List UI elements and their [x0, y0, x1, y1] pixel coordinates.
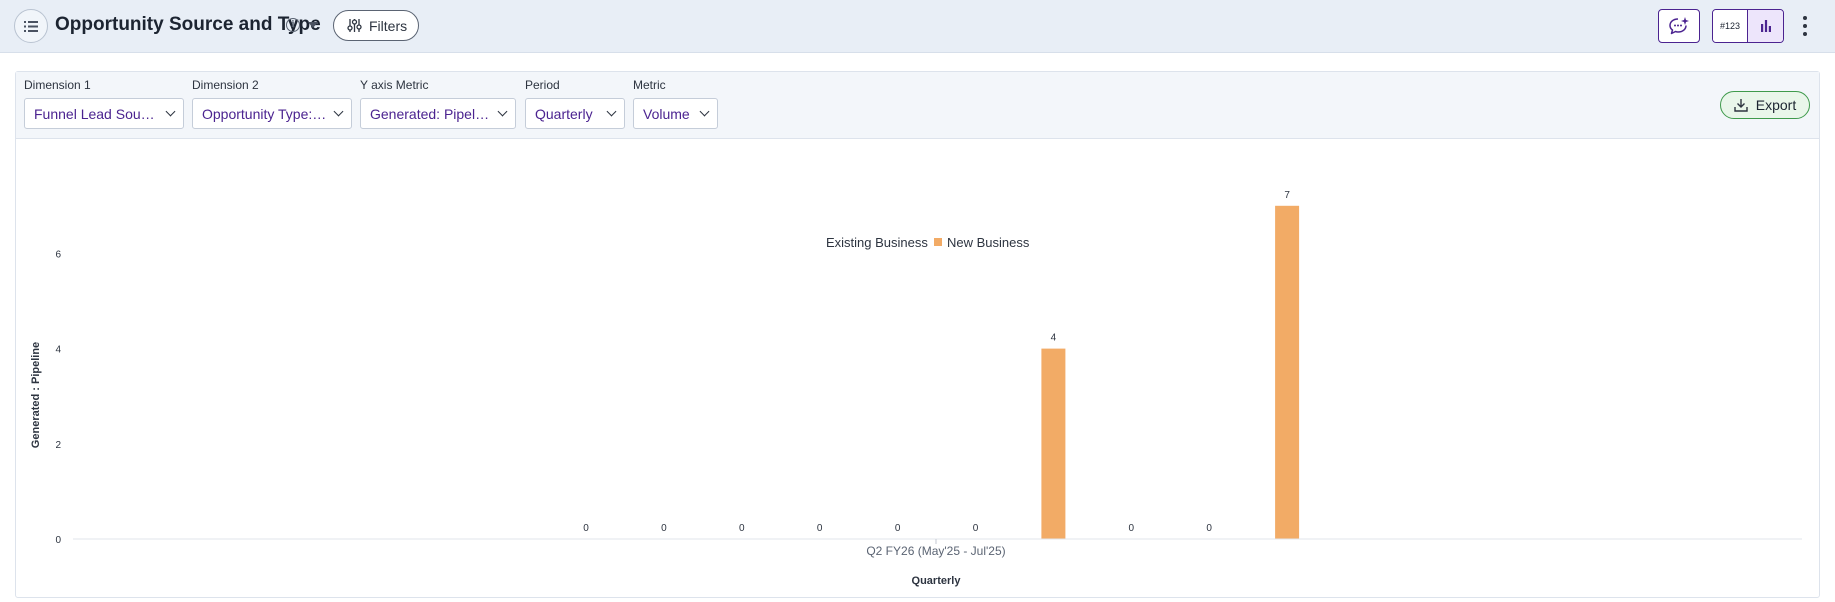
chart-area: Existing Business New Business 0 2 4 6 Genera…: [16, 139, 1819, 597]
metric-select[interactable]: Volume: [633, 98, 718, 129]
chat-sparkle-icon: [1669, 17, 1689, 35]
bars: 0 0 0 0 0 0 4 0 0 7: [583, 190, 1300, 540]
metric-control: Metric Volume: [633, 78, 718, 129]
y-tick-label: 4: [55, 345, 61, 356]
more-options-icon[interactable]: [1800, 13, 1810, 39]
dimension-1-select[interactable]: Funnel Lead Source...: [24, 98, 184, 129]
metric-label: Metric: [633, 78, 666, 92]
chevron-down-icon: [497, 106, 508, 117]
y-axis-metric-control: Y axis Metric Generated: Pipelin...: [360, 78, 516, 129]
y-tick-label: 0: [55, 535, 61, 546]
caret-down-icon[interactable]: [308, 22, 318, 28]
dimension-2-select[interactable]: Opportunity Type: All: [192, 98, 352, 129]
y-tick-label: 6: [55, 249, 61, 260]
y-axis-metric-value: Generated: Pipelin...: [370, 105, 491, 122]
x-tick-label: Q2 FY26 (May'25 - Jul'25): [866, 544, 1005, 558]
bar-value-label: 7: [1284, 190, 1290, 201]
report-list-button[interactable]: [14, 9, 48, 43]
bar: [1041, 348, 1066, 539]
bar-value-label: 0: [817, 523, 823, 534]
x-axis: Q2 FY26 (May'25 - Jul'25) Quarterly: [73, 538, 1802, 587]
chevron-down-icon: [699, 106, 710, 117]
bar-value-label: 0: [1129, 523, 1135, 534]
x-axis-title: Quarterly: [912, 575, 962, 587]
dimension-2-value: Opportunity Type: All: [202, 105, 327, 122]
number-view-toggle[interactable]: #123: [1713, 10, 1748, 42]
dimension-1-control: Dimension 1 Funnel Lead Source...: [24, 78, 184, 129]
period-select[interactable]: Quarterly: [525, 98, 625, 129]
legend-existing-business: Existing Business: [826, 235, 928, 250]
bar-chart: Existing Business New Business 0 2 4 6 Genera…: [30, 190, 1802, 587]
chevron-down-icon: [606, 106, 617, 117]
bar-value-label: 0: [973, 523, 979, 534]
legend-new-business: New Business: [947, 235, 1030, 250]
metric-value: Volume: [643, 105, 690, 122]
controls-bar: Dimension 1 Funnel Lead Source... Dimens…: [16, 72, 1819, 139]
chevron-down-icon: [165, 106, 176, 117]
filters-label: Filters: [369, 17, 408, 34]
filters-button[interactable]: Filters: [333, 10, 419, 41]
download-icon: [1734, 99, 1748, 112]
period-value: Quarterly: [535, 105, 593, 122]
bar-value-label: 0: [895, 523, 901, 534]
y-axis: 0 2 4 6 Generated : Pipeline: [30, 249, 61, 546]
chart-legend: Existing Business New Business: [826, 235, 1030, 250]
bar-value-label: 0: [739, 523, 745, 534]
dimension-2-label: Dimension 2: [192, 78, 259, 92]
bar-value-label: 0: [661, 523, 667, 534]
y-axis-title: Generated : Pipeline: [30, 342, 42, 448]
bar-chart-icon: [1760, 20, 1771, 32]
list-icon: [24, 20, 38, 32]
export-button[interactable]: Export: [1720, 91, 1810, 119]
legend-new-business-marker: [934, 238, 942, 246]
info-icon[interactable]: i: [286, 18, 300, 32]
y-axis-metric-select[interactable]: Generated: Pipelin...: [360, 98, 516, 129]
bar-value-label: 4: [1051, 333, 1057, 344]
period-label: Period: [525, 78, 560, 92]
dimension-1-value: Funnel Lead Source...: [34, 105, 159, 122]
bar-value-label: 0: [583, 523, 589, 534]
ai-chat-button[interactable]: [1658, 9, 1700, 43]
chart-view-toggle[interactable]: [1748, 10, 1783, 42]
top-bar: Opportunity Source and Type i Filters #1…: [0, 0, 1835, 53]
report-panel: Dimension 1 Funnel Lead Source... Dimens…: [15, 71, 1820, 598]
view-toggle: #123: [1712, 9, 1784, 43]
page-title: Opportunity Source and Type: [55, 14, 321, 35]
bar: [1275, 205, 1300, 540]
export-label: Export: [1755, 97, 1797, 113]
chevron-down-icon: [333, 106, 344, 117]
dimension-2-control: Dimension 2 Opportunity Type: All: [192, 78, 352, 129]
y-axis-metric-label: Y axis Metric: [360, 78, 429, 92]
sliders-icon: [347, 19, 362, 32]
bar-value-label: 0: [1206, 523, 1212, 534]
period-control: Period Quarterly: [525, 78, 625, 129]
dimension-1-label: Dimension 1: [24, 78, 91, 92]
y-tick-label: 2: [55, 440, 61, 451]
